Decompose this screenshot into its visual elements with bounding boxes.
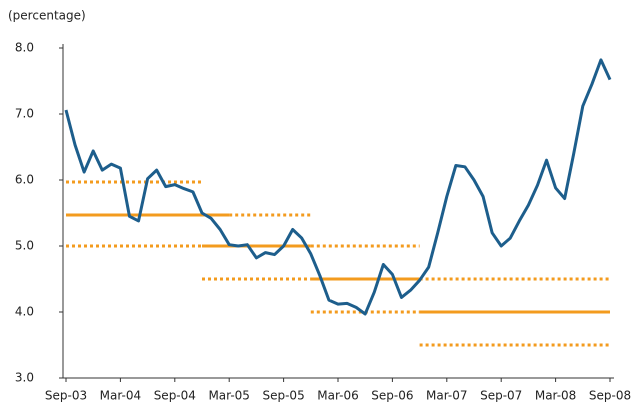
x-tick-label: Sep-06 xyxy=(371,389,413,403)
series-line xyxy=(64,58,612,316)
x-tick-label: Mar-04 xyxy=(100,389,141,403)
y-tick-label: 3.0 xyxy=(15,371,34,385)
x-tick-label: Sep-08 xyxy=(589,389,631,403)
y-tick-label: 6.0 xyxy=(15,173,34,187)
y-axis-label: (percentage) xyxy=(8,9,86,23)
x-tick-label: Sep-03 xyxy=(45,389,87,403)
x-tick-label: Sep-05 xyxy=(262,389,304,403)
y-tick-label: 5.0 xyxy=(15,239,34,253)
y-tick-label: 7.0 xyxy=(15,107,34,121)
x-tick-label: Sep-07 xyxy=(480,389,522,403)
x-tick-label: Mar-07 xyxy=(426,389,467,403)
x-tick-label: Mar-08 xyxy=(535,389,576,403)
y-tick-label: 8.0 xyxy=(15,41,34,55)
y-tick-label: 4.0 xyxy=(15,305,34,319)
x-tick-label: Mar-05 xyxy=(208,389,249,403)
x-tick-label: Mar-06 xyxy=(317,389,358,403)
x-tick-label: Sep-04 xyxy=(154,389,196,403)
